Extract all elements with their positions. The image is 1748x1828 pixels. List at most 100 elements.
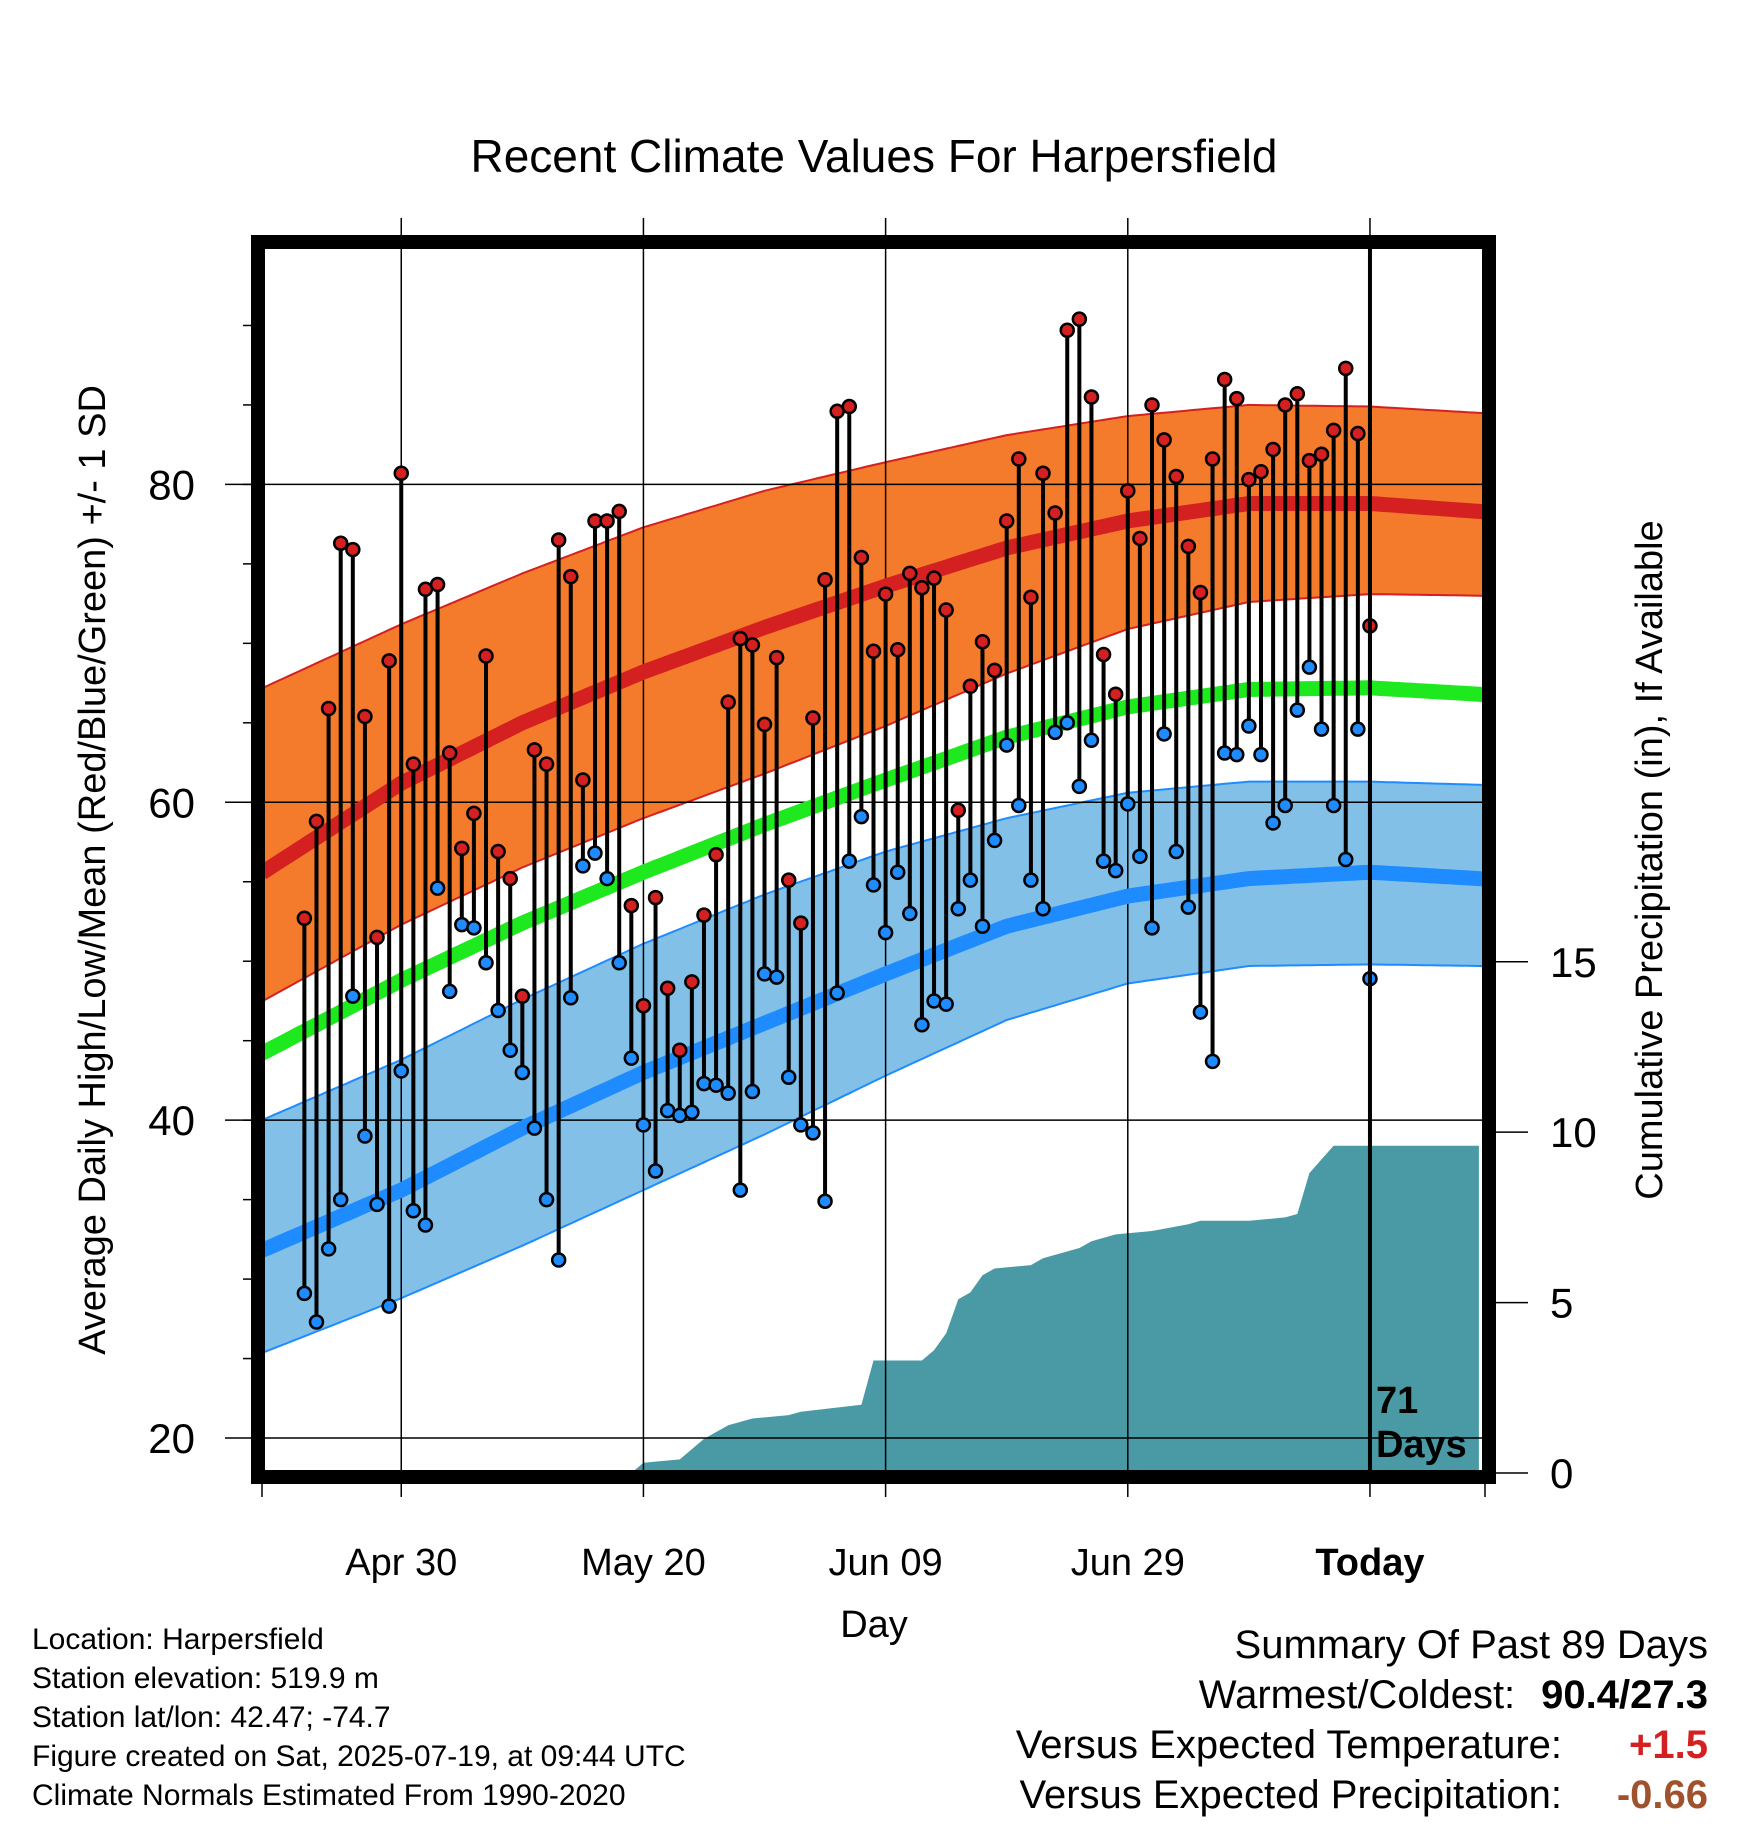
x-tick-label: May 20: [581, 1542, 706, 1584]
daily-low-point: [393, 1063, 410, 1079]
daily-high-point: [332, 535, 349, 551]
daily-high-point: [441, 745, 458, 761]
daily-high-point: [756, 716, 773, 733]
daily-low-point: [805, 1125, 821, 1141]
daily-high-point: [1216, 371, 1233, 388]
daily-low-point: [1337, 851, 1354, 868]
daily-low-point: [308, 1314, 325, 1330]
daily-high-point: [1132, 530, 1148, 547]
daily-high-point: [853, 549, 870, 566]
daily-high-point: [986, 662, 1003, 679]
plot-frame: [251, 235, 1496, 1484]
daily-high-point: [841, 398, 858, 415]
precip-row: Versus Expected Precipitation: -0.66: [1016, 1770, 1708, 1820]
x-tick-label: Jun 29: [1071, 1542, 1185, 1584]
daily-high-point: [1083, 389, 1100, 405]
y2-tick-label: 5: [1550, 1280, 1573, 1327]
daily-high-point: [1350, 425, 1366, 442]
daily-high-point: [1289, 386, 1306, 402]
daily-low-point: [684, 1104, 700, 1120]
daily-high-point: [1168, 468, 1184, 485]
daily-low-point: [902, 905, 918, 922]
daily-high-point: [865, 643, 882, 660]
daily-high-point: [974, 634, 991, 650]
daily-low-point: [526, 1120, 543, 1136]
daily-high-point: [526, 742, 543, 758]
daily-high-point: [708, 846, 724, 863]
daily-low-point: [1107, 862, 1124, 879]
summary-heading: Summary Of Past 89 Days: [1234, 1623, 1708, 1667]
daily-high-point: [611, 503, 627, 520]
daily-low-point: [563, 990, 579, 1006]
daily-low-point: [1035, 901, 1051, 917]
warm-cold-row: Warmest/Coldest: 90.4/27.3: [1016, 1670, 1708, 1720]
today-days-number: 71: [1376, 1380, 1418, 1422]
daily-low-point: [962, 872, 979, 888]
daily-low-point: [708, 1077, 724, 1093]
daily-high-point: [1071, 311, 1088, 327]
daily-low-point: [1120, 796, 1136, 812]
temp-label: Versus Expected Temperature:: [1015, 1723, 1562, 1767]
daily-low-point: [1265, 815, 1281, 831]
daily-low-point: [974, 918, 991, 935]
y-tick-label: 40: [148, 1097, 195, 1144]
daily-high-point: [599, 513, 615, 529]
x-tick-label: Jun 09: [829, 1542, 943, 1584]
daily-low-point: [429, 880, 446, 896]
plot-area: [262, 246, 1485, 1473]
precip-area: [268, 1145, 1479, 1473]
daily-high-point: [1337, 360, 1354, 377]
daily-low-point: [829, 985, 845, 1001]
daily-low-point: [1241, 718, 1257, 734]
daily-low-point: [320, 1241, 337, 1257]
daily-high-point: [405, 756, 422, 772]
warm-cold-label: Warmest/Coldest:: [1198, 1673, 1516, 1717]
daily-high-point: [345, 541, 361, 558]
daily-high-point: [1107, 686, 1124, 702]
summary-panel: Summary Of Past 89 Days Warmest/Coldest:…: [1016, 1620, 1708, 1820]
daily-low-point: [1168, 843, 1184, 860]
daily-low-point: [1047, 724, 1063, 741]
daily-low-point: [1071, 778, 1088, 795]
daily-high-point: [563, 568, 579, 585]
daily-high-point: [296, 910, 313, 927]
daily-high-point: [938, 602, 954, 618]
x-tick-label: Today: [1315, 1542, 1424, 1584]
daily-low-point: [877, 924, 894, 941]
daily-low-point: [623, 1050, 640, 1066]
daily-low-point: [938, 996, 954, 1012]
daily-low-point: [441, 983, 458, 1000]
daily-high-point: [659, 980, 676, 996]
temp-value: +1.5: [1629, 1723, 1708, 1767]
daily-low-point: [1313, 721, 1330, 737]
daily-low-point: [1083, 732, 1100, 749]
daily-high-point: [1144, 397, 1160, 413]
daily-low-point: [1156, 726, 1172, 742]
daily-high-point: [998, 513, 1015, 529]
daily-high-point: [478, 648, 494, 664]
daily-low-point: [865, 877, 882, 893]
daily-high-point: [1325, 422, 1342, 439]
daily-low-point: [357, 1128, 373, 1144]
warm-cold-value: 90.4/27.3: [1541, 1673, 1708, 1717]
daily-low-point: [853, 808, 870, 825]
temp-row: Versus Expected Temperature: +1.5: [1016, 1720, 1708, 1770]
daily-low-point: [381, 1298, 397, 1314]
y-axis-label: Average Daily High/Low/Mean (Red/Blue/Gr…: [72, 385, 114, 1355]
daily-low-point: [732, 1182, 749, 1198]
daily-high-point: [1180, 538, 1197, 555]
daily-low-point: [611, 955, 627, 971]
daily-low-point: [986, 832, 1003, 849]
daily-high-point: [623, 897, 640, 914]
x-tick-label: Apr 30: [345, 1542, 457, 1584]
daily-low-point: [550, 1252, 567, 1268]
y-tick-label: 20: [148, 1415, 195, 1462]
chart-title: Recent Climate Values For Harpersfield: [470, 130, 1277, 182]
latlon-text: Station lat/lon: 42.47; -74.7: [32, 1701, 391, 1734]
daily-high-point: [1301, 452, 1318, 469]
daily-low-point: [296, 1285, 313, 1302]
daily-high-point: [550, 532, 567, 548]
daily-low-point: [1023, 872, 1039, 888]
y2-tick-label: 0: [1550, 1450, 1573, 1497]
daily-low-point: [502, 1042, 518, 1058]
